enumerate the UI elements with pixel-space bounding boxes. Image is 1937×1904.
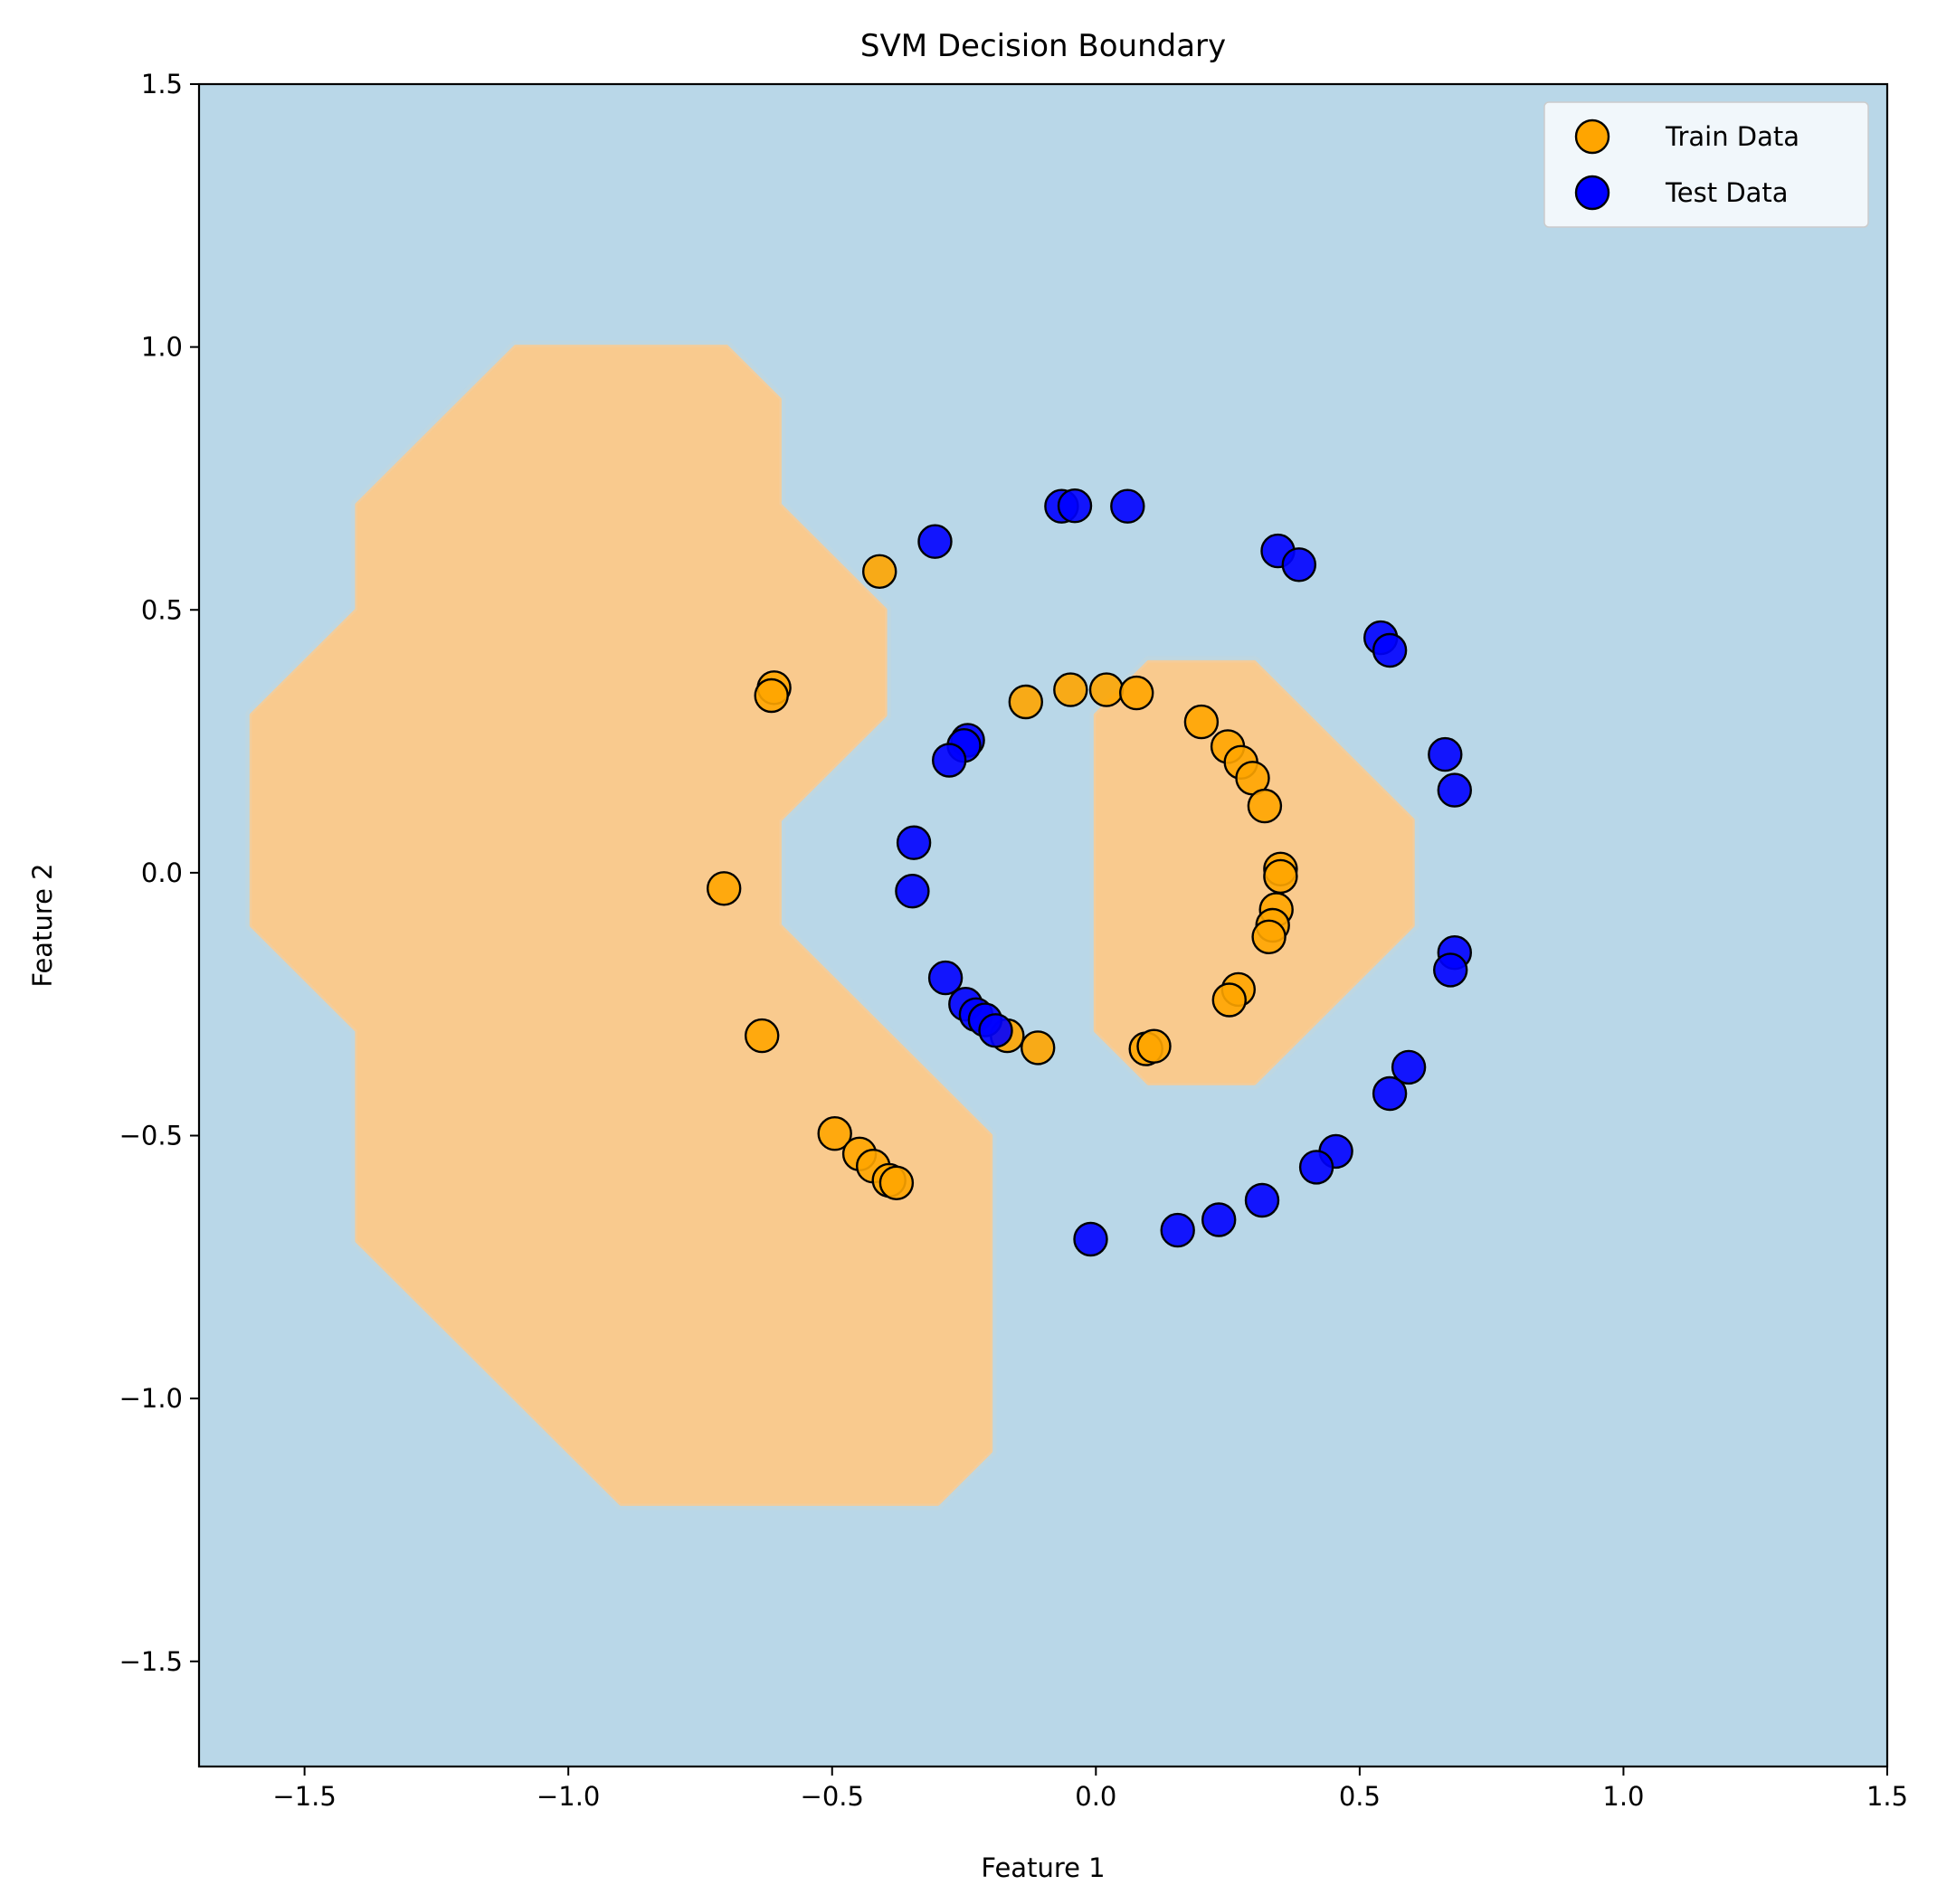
test-point-8	[1372, 632, 1408, 668]
y-tick-label-2: −1.0	[119, 1383, 183, 1414]
x-tick-label-3: −0.5	[801, 1781, 864, 1812]
x-tick-label-4: 0.0	[1075, 1781, 1116, 1812]
legend-label-test: Test Data	[1665, 177, 1789, 208]
train-point-12	[1020, 1030, 1056, 1066]
train-point-21	[1247, 788, 1283, 824]
train-point-3	[754, 677, 789, 714]
legend-marker-train	[1574, 118, 1610, 155]
y-axis-label: Feature 2	[27, 863, 58, 987]
test-point-30	[1073, 1221, 1108, 1257]
x-tick-label-1: −1.5	[272, 1781, 336, 1812]
legend-marker-test	[1574, 175, 1610, 211]
test-point-24	[1372, 1075, 1408, 1112]
train-point-1	[862, 554, 897, 589]
y-tick-label-5: 0.5	[141, 594, 183, 625]
test-point-29	[1160, 1212, 1195, 1248]
legend-box	[1543, 101, 1869, 228]
train-point-5	[745, 1018, 780, 1054]
legend-label-train: Train Data	[1665, 121, 1799, 152]
decision-region-1	[252, 346, 991, 1504]
x-tick-label-2: −1.0	[536, 1781, 600, 1812]
x-tick-label-5: 0.5	[1339, 1781, 1381, 1812]
test-point-26	[1298, 1150, 1334, 1185]
x-tick-label-7: 1.5	[1866, 1781, 1908, 1812]
test-point-4	[917, 524, 953, 559]
test-point-22	[1432, 952, 1468, 988]
y-tick-label-4: 0.0	[141, 857, 183, 888]
train-point-15	[1088, 672, 1125, 707]
data-points	[707, 488, 1473, 1257]
train-point-30	[1136, 1028, 1172, 1064]
test-point-27	[1244, 1182, 1280, 1218]
train-point-4	[707, 871, 742, 906]
train-point-14	[1053, 672, 1088, 707]
train-point-17	[1183, 704, 1220, 740]
train-point-16	[1118, 675, 1154, 711]
axes: −1.5 −1.0 −0.5 0.0 0.5 1.0 1.5 −1.5 −1.0 −0.5 0.0 0…	[119, 69, 1908, 1812]
train-point-23	[1263, 858, 1298, 895]
plot-frame	[197, 82, 1889, 1768]
test-point-20	[978, 1013, 1013, 1048]
y-tick-label-1: −1.5	[119, 1646, 183, 1677]
x-tick-label-6: 1.0	[1602, 1781, 1644, 1812]
test-point-15	[895, 874, 930, 909]
legend: Train Data Test Data	[1543, 101, 1869, 228]
train-point-13	[1008, 684, 1044, 720]
test-point-3	[1110, 488, 1145, 524]
test-point-14	[896, 825, 932, 860]
test-point-6	[1281, 547, 1317, 583]
test-point-10	[1437, 772, 1473, 808]
test-point-9	[1428, 736, 1463, 772]
y-tick-label-6: 1.0	[141, 332, 183, 363]
train-point-10	[878, 1165, 915, 1201]
test-point-13	[931, 743, 967, 778]
train-point-6	[817, 1115, 852, 1151]
chart-title: SVM Decision Boundary	[860, 28, 1226, 64]
y-tick-label-7: 1.5	[141, 69, 183, 99]
test-point-23	[1391, 1049, 1427, 1085]
decision-region-2	[1096, 662, 1413, 1084]
y-tick-label-3: −0.5	[119, 1121, 183, 1151]
test-point-16	[927, 960, 964, 996]
x-axis-label: Feature 1	[981, 1852, 1105, 1883]
train-point-28	[1211, 982, 1248, 1018]
test-point-2	[1057, 488, 1093, 524]
train-point-26	[1251, 919, 1287, 955]
test-point-28	[1201, 1202, 1237, 1237]
decision-regions	[245, 340, 1420, 1511]
